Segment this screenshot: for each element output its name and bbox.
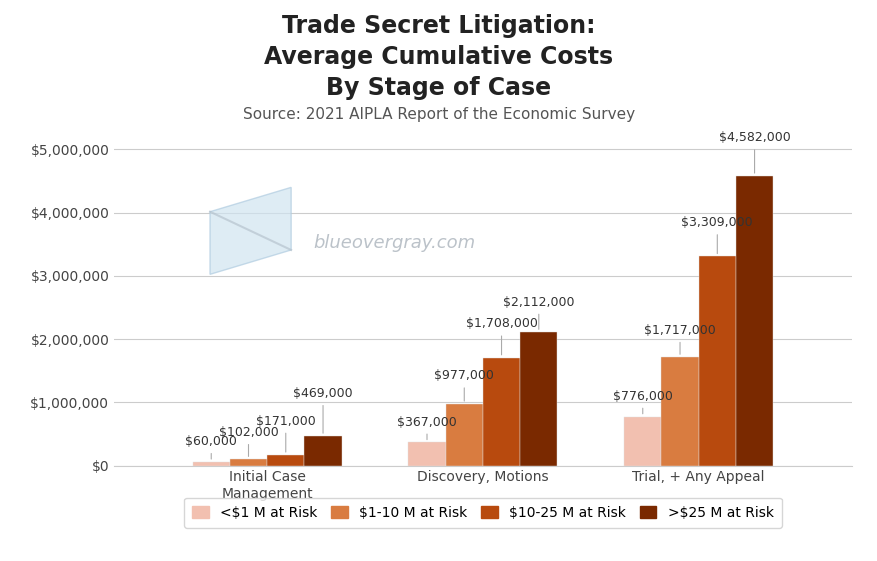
Bar	[660, 357, 698, 466]
Text: Average Cumulative Costs: Average Cumulative Costs	[264, 45, 613, 69]
Text: $469,000: $469,000	[293, 387, 353, 433]
Bar	[482, 357, 519, 466]
Bar	[519, 332, 557, 466]
Text: $367,000: $367,000	[396, 416, 456, 440]
Text: $776,000: $776,000	[612, 390, 672, 414]
Bar	[267, 455, 304, 466]
Text: By Stage of Case: By Stage of Case	[326, 76, 551, 100]
Text: $1,717,000: $1,717,000	[644, 324, 715, 354]
Bar	[192, 462, 230, 466]
Text: Source: 2021 AIPLA Report of the Economic Survey: Source: 2021 AIPLA Report of the Economi…	[243, 107, 634, 122]
Text: blueovergray.com: blueovergray.com	[313, 234, 475, 252]
Text: $1,708,000: $1,708,000	[465, 318, 537, 355]
Text: $977,000: $977,000	[434, 369, 494, 401]
Bar	[304, 436, 341, 466]
Polygon shape	[210, 187, 291, 274]
Bar	[408, 443, 446, 466]
Bar	[698, 256, 735, 466]
Text: $60,000: $60,000	[185, 435, 237, 459]
Text: $3,309,000: $3,309,000	[681, 216, 752, 254]
Bar	[230, 459, 267, 466]
Text: $171,000: $171,000	[255, 415, 316, 452]
Legend: <$1 M at Risk, $1-10 M at Risk, $10-25 M at Risk, >$25 M at Risk: <$1 M at Risk, $1-10 M at Risk, $10-25 M…	[183, 498, 781, 528]
Bar	[446, 404, 482, 466]
Text: $102,000: $102,000	[218, 426, 278, 457]
Text: $4,582,000: $4,582,000	[718, 131, 789, 173]
Text: $2,112,000: $2,112,000	[503, 296, 574, 329]
Bar	[735, 176, 773, 466]
Bar	[624, 417, 660, 466]
Text: Trade Secret Litigation:: Trade Secret Litigation:	[282, 14, 595, 38]
